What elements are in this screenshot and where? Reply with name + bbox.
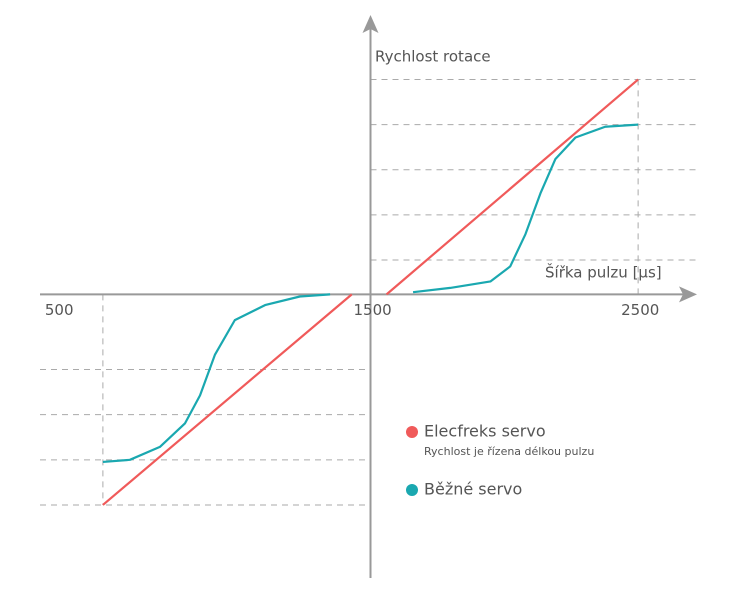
legend-marker <box>406 484 418 496</box>
legend-label: Běžné servo <box>424 480 522 499</box>
y-axis-label: Rychlost rotace <box>375 48 491 66</box>
x-tick-label: 2500 <box>621 301 659 319</box>
x-axis-arrow <box>679 286 697 303</box>
legend-note: Rychlost je řízena délkou pulzu <box>424 445 594 458</box>
series-line <box>102 78 639 506</box>
x-tick-label: 500 <box>45 301 74 319</box>
legend-label: Elecfreks servo <box>424 422 546 441</box>
x-tick-label: 1500 <box>354 301 392 319</box>
legend-marker <box>406 426 418 438</box>
x-axis-label: Šířka pulzu [µs] <box>545 263 662 282</box>
series-line <box>102 123 639 464</box>
y-axis-arrow <box>362 15 379 33</box>
